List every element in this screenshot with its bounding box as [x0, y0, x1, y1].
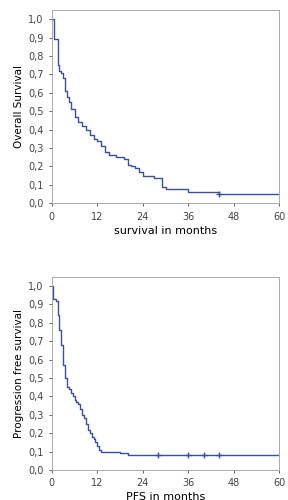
- X-axis label: PFS in months: PFS in months: [126, 492, 205, 500]
- Y-axis label: Progression free survival: Progression free survival: [14, 309, 24, 438]
- X-axis label: survival in months: survival in months: [114, 226, 217, 236]
- Y-axis label: Overall Survival: Overall Survival: [14, 65, 24, 148]
